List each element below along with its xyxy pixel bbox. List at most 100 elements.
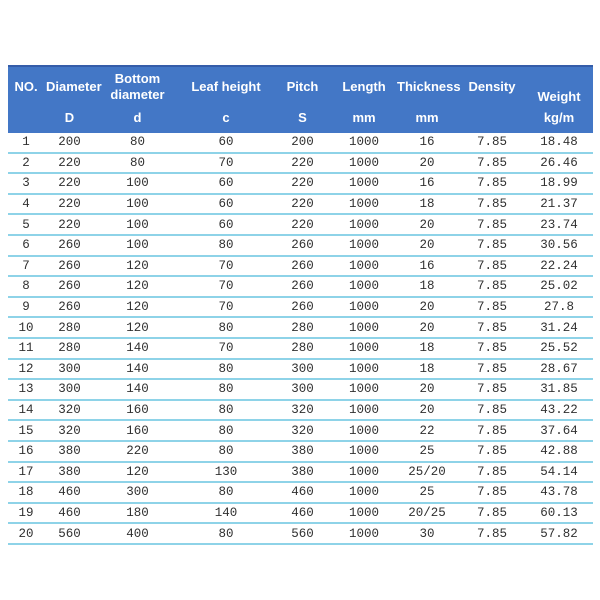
cell-density: 7.85: [459, 193, 525, 216]
table-row: 13 300 140 80 300 1000 20 7.85 31.85: [8, 379, 593, 401]
cell-pitch: 280: [272, 337, 333, 360]
cell-leaf: 60: [180, 214, 272, 236]
cell-thickness: 18: [395, 358, 459, 381]
cell-leaf: 80: [180, 234, 272, 257]
table-row: 17 380 120 130 380 1000 25/20 7.85 54.14: [8, 461, 593, 484]
cell-pitch: 460: [272, 502, 333, 525]
cell-bottom: 300: [95, 482, 180, 504]
table-row: 6 260 100 80 260 1000 20 7.85 30.56: [8, 234, 593, 257]
cell-diameter: 300: [44, 358, 95, 381]
cell-density: 7.85: [459, 296, 525, 319]
cell-density: 7.85: [459, 152, 525, 175]
table-body: 1 200 80 60 200 1000 16 7.85 18.48 2 220 80 70 220 100…: [8, 133, 593, 545]
column-unit-no: [8, 107, 44, 133]
cell-density: 7.85: [459, 502, 525, 525]
cell-weight: 21.37: [525, 193, 593, 216]
cell-diameter: 380: [44, 461, 95, 484]
cell-no: 13: [8, 379, 44, 401]
cell-diameter: 300: [44, 379, 95, 401]
cell-no: 20: [8, 523, 44, 545]
cell-bottom: 120: [95, 255, 180, 278]
cell-weight: 23.74: [525, 214, 593, 236]
cell-length: 1000: [333, 193, 395, 216]
cell-pitch: 380: [272, 461, 333, 484]
column-header-length: Length: [333, 65, 395, 107]
column-header-no: NO.: [8, 65, 44, 107]
cell-bottom: 160: [95, 420, 180, 442]
cell-leaf: 80: [180, 523, 272, 545]
cell-weight: 18.99: [525, 173, 593, 195]
table-row: 1 200 80 60 200 1000 16 7.85 18.48: [8, 133, 593, 154]
cell-bottom: 100: [95, 173, 180, 195]
cell-density: 7.85: [459, 214, 525, 236]
cell-density: 7.85: [459, 234, 525, 257]
cell-length: 1000: [333, 152, 395, 175]
cell-pitch: 320: [272, 399, 333, 422]
column-header-bottom: Bottom diameter: [95, 65, 180, 107]
cell-weight: 43.22: [525, 399, 593, 422]
cell-weight: 18.48: [525, 133, 593, 154]
cell-pitch: 320: [272, 420, 333, 442]
cell-leaf: 70: [180, 337, 272, 360]
cell-weight: 26.46: [525, 152, 593, 175]
cell-diameter: 320: [44, 399, 95, 422]
cell-no: 3: [8, 173, 44, 195]
cell-bottom: 120: [95, 317, 180, 339]
cell-thickness: 18: [395, 337, 459, 360]
cell-no: 14: [8, 399, 44, 422]
cell-diameter: 320: [44, 420, 95, 442]
cell-bottom: 140: [95, 337, 180, 360]
cell-leaf: 80: [180, 358, 272, 381]
column-unit-weight: kg/m: [525, 107, 593, 133]
cell-length: 1000: [333, 255, 395, 278]
cell-no: 11: [8, 337, 44, 360]
cell-length: 1000: [333, 461, 395, 484]
cell-density: 7.85: [459, 523, 525, 545]
cell-bottom: 160: [95, 399, 180, 422]
cell-length: 1000: [333, 523, 395, 545]
cell-diameter: 260: [44, 255, 95, 278]
cell-weight: 60.13: [525, 502, 593, 525]
cell-weight: 37.64: [525, 420, 593, 442]
cell-length: 1000: [333, 440, 395, 463]
cell-weight: 42.88: [525, 440, 593, 463]
column-unit-density: [459, 107, 525, 133]
cell-diameter: 220: [44, 173, 95, 195]
column-unit-thickness: mm: [395, 107, 459, 133]
cell-diameter: 220: [44, 214, 95, 236]
cell-leaf: 130: [180, 461, 272, 484]
cell-bottom: 120: [95, 461, 180, 484]
cell-length: 1000: [333, 337, 395, 360]
cell-pitch: 220: [272, 214, 333, 236]
cell-length: 1000: [333, 276, 395, 298]
cell-no: 4: [8, 193, 44, 216]
cell-pitch: 260: [272, 234, 333, 257]
cell-thickness: 20: [395, 152, 459, 175]
cell-diameter: 220: [44, 152, 95, 175]
cell-thickness: 20: [395, 399, 459, 422]
cell-thickness: 16: [395, 133, 459, 154]
cell-leaf: 60: [180, 193, 272, 216]
cell-leaf: 60: [180, 133, 272, 154]
cell-diameter: 380: [44, 440, 95, 463]
cell-leaf: 60: [180, 173, 272, 195]
cell-diameter: 460: [44, 502, 95, 525]
cell-weight: 25.02: [525, 276, 593, 298]
table-row: 16 380 220 80 380 1000 25 7.85 42.88: [8, 440, 593, 463]
cell-leaf: 80: [180, 482, 272, 504]
cell-leaf: 70: [180, 152, 272, 175]
cell-thickness: 18: [395, 193, 459, 216]
cell-bottom: 140: [95, 358, 180, 381]
cell-length: 1000: [333, 482, 395, 504]
cell-density: 7.85: [459, 358, 525, 381]
column-header-density: Density: [459, 65, 525, 107]
cell-weight: 57.82: [525, 523, 593, 545]
table-row: 8 260 120 70 260 1000 18 7.85 25.02: [8, 276, 593, 298]
cell-density: 7.85: [459, 317, 525, 339]
cell-weight: 25.52: [525, 337, 593, 360]
cell-pitch: 380: [272, 440, 333, 463]
cell-length: 1000: [333, 173, 395, 195]
table-row: 18 460 300 80 460 1000 25 7.85 43.78: [8, 482, 593, 504]
cell-no: 5: [8, 214, 44, 236]
cell-thickness: 20: [395, 214, 459, 236]
